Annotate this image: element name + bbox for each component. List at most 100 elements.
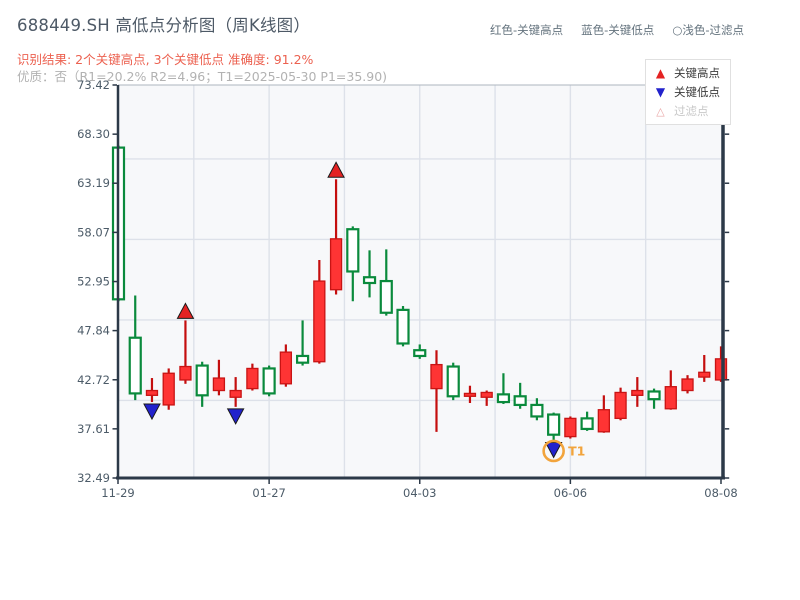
y-tick-label: 68.30 bbox=[77, 127, 110, 141]
x-tick-label: 08-08 bbox=[704, 486, 737, 500]
candle-body bbox=[580, 417, 594, 431]
candle-body bbox=[346, 228, 360, 273]
candle-up bbox=[229, 377, 242, 407]
candle-body bbox=[162, 372, 175, 406]
y-tick-label: 42.72 bbox=[77, 373, 110, 387]
candle-body bbox=[530, 403, 544, 418]
candle-down bbox=[379, 249, 393, 316]
t1-label: T1 bbox=[568, 443, 585, 458]
candle-body bbox=[496, 393, 511, 404]
candle-body bbox=[463, 392, 477, 397]
candle-down bbox=[446, 362, 460, 401]
candle-up bbox=[698, 355, 711, 382]
candle-up bbox=[564, 416, 577, 439]
candle-body bbox=[362, 276, 377, 285]
candle-up bbox=[614, 387, 627, 421]
candle-up bbox=[430, 350, 443, 432]
y-tick-label: 63.19 bbox=[77, 176, 110, 190]
candle-body bbox=[664, 386, 677, 410]
candle-down bbox=[530, 398, 544, 421]
candle-body bbox=[313, 280, 326, 363]
candle-down bbox=[362, 250, 377, 298]
candle-down bbox=[496, 373, 511, 404]
y-tick-label: 73.42 bbox=[77, 78, 110, 92]
legend-label-key-high: 关键高点 bbox=[674, 66, 720, 80]
quality-subtitle: 优质：否（R1=20.2% R2=4.96；T1=2025-05-30 P1=3… bbox=[17, 69, 388, 84]
candle-body bbox=[295, 354, 310, 364]
key-low-marker bbox=[143, 403, 161, 421]
x-tick-label: 04-03 bbox=[403, 486, 436, 500]
candle-body bbox=[681, 378, 694, 392]
candle-body bbox=[631, 389, 644, 396]
header-legend: 红色-关键高点 蓝色-关键低点 ○浅色-过滤点 bbox=[490, 22, 744, 38]
candle-body bbox=[614, 391, 627, 420]
candle-body bbox=[597, 409, 610, 433]
x-tick-label: 06-06 bbox=[554, 486, 587, 500]
plot-legend: ▲ 关键高点 ▼ 关键低点 △ 过滤点 bbox=[645, 59, 731, 125]
y-tick-label: 32.49 bbox=[77, 471, 110, 485]
legend-label-key-low: 关键低点 bbox=[674, 85, 720, 99]
candle-down bbox=[295, 320, 310, 366]
filtered-triangle-icon: △ bbox=[656, 104, 665, 118]
candle-up bbox=[246, 363, 259, 391]
candle-up bbox=[329, 179, 343, 295]
candle-body bbox=[564, 417, 577, 438]
candle-up bbox=[463, 385, 477, 404]
legend-item-filtered: △ 过滤点 bbox=[654, 102, 720, 120]
candle-down bbox=[547, 412, 561, 441]
candle-down bbox=[580, 411, 594, 431]
candle-up bbox=[279, 344, 293, 387]
x-tick-label: 11-29 bbox=[101, 486, 134, 500]
candle-body bbox=[329, 238, 343, 291]
candle-body bbox=[195, 364, 209, 397]
candle-body bbox=[145, 389, 159, 396]
t1-highlight-ring bbox=[542, 439, 565, 463]
key-high-triangle-icon: ▲ bbox=[655, 66, 666, 80]
candle-body bbox=[179, 365, 192, 381]
candle-body bbox=[246, 367, 259, 390]
candle-body bbox=[279, 351, 293, 385]
candle-up bbox=[145, 378, 159, 403]
candle-up bbox=[664, 370, 677, 410]
header-legend-key-low: 蓝色-关键低点 bbox=[581, 23, 655, 37]
candle-body bbox=[413, 349, 427, 358]
candle-down bbox=[346, 226, 360, 302]
candle-body bbox=[547, 413, 561, 436]
key-high-marker bbox=[327, 161, 345, 178]
candle-body bbox=[229, 389, 242, 398]
candle-body bbox=[128, 336, 142, 395]
header-legend-key-high: 红色-关键高点 bbox=[490, 23, 564, 37]
candle-up bbox=[597, 395, 610, 433]
candle-down bbox=[396, 306, 410, 347]
plot-area bbox=[118, 85, 723, 478]
candle-body bbox=[262, 367, 276, 395]
y-tick-label: 47.84 bbox=[77, 324, 110, 338]
legend-item-key-high: ▲ 关键高点 bbox=[654, 64, 720, 82]
key-low-triangle-icon: ▼ bbox=[655, 85, 666, 99]
candle-up bbox=[313, 259, 326, 364]
y-tick-label: 37.61 bbox=[77, 422, 110, 436]
legend-label-filtered: 过滤点 bbox=[674, 104, 709, 118]
candle-down bbox=[128, 295, 142, 401]
candle-up bbox=[179, 320, 192, 384]
y-tick-label: 52.95 bbox=[77, 275, 110, 289]
candle-up bbox=[681, 375, 694, 394]
candle-down bbox=[647, 388, 661, 409]
candle-body bbox=[446, 365, 460, 398]
candle-down bbox=[513, 382, 527, 409]
y-tick-label: 58.07 bbox=[77, 225, 110, 239]
candle-body bbox=[430, 363, 443, 390]
candle-body bbox=[212, 377, 226, 392]
candle-up bbox=[212, 359, 226, 396]
x-tick-label: 01-27 bbox=[252, 486, 285, 500]
recognition-result-subtitle: 识别结果: 2个关键高点, 3个关键低点 准确度: 91.2% bbox=[17, 52, 314, 67]
candle-body bbox=[513, 395, 527, 407]
header-legend-filtered: ○浅色-过滤点 bbox=[672, 23, 744, 37]
legend-item-key-low: ▼ 关键低点 bbox=[654, 83, 720, 101]
candle-down bbox=[262, 365, 276, 397]
candle-up bbox=[480, 390, 493, 406]
candle-body bbox=[396, 308, 410, 345]
candle-body bbox=[480, 391, 493, 398]
candle-down bbox=[413, 344, 427, 359]
